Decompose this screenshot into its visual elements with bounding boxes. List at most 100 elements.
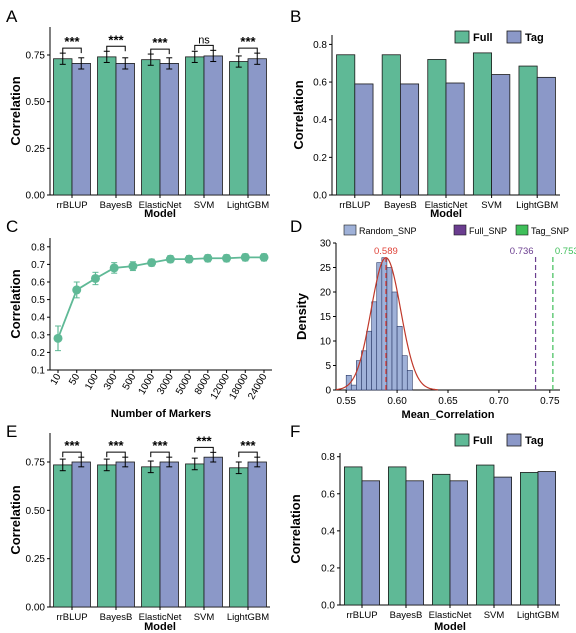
x-tick-label: 500 — [121, 372, 139, 392]
panel-label-e: E — [6, 422, 17, 441]
significance-label: *** — [240, 34, 256, 49]
significance-bracket — [238, 47, 258, 54]
y-tick-label: 0.2 — [31, 348, 45, 359]
x-tick-label: 0.65 — [438, 396, 458, 407]
series-line — [57, 256, 264, 339]
chart-root: 0.000.250.500.75***rrBLUP***BayesB***Ela… — [8, 27, 576, 633]
bar — [493, 476, 513, 606]
panel-label-f: F — [290, 422, 300, 441]
x-tick-label: rrBLUP — [339, 200, 370, 211]
y-tick-label: 0.50 — [26, 97, 46, 108]
x-tick-label: rrBLUP — [56, 200, 87, 211]
y-axis-label: Correlation — [288, 494, 303, 563]
histogram-bin — [396, 325, 403, 391]
legend-swatch — [506, 433, 522, 447]
bar — [203, 55, 223, 196]
significance-label: *** — [108, 32, 124, 47]
bar — [405, 480, 425, 606]
histogram-bin — [386, 267, 393, 391]
chart-panel-c: 0.1 0.2 0.3 0.4 0.5 0.6 0.7 0.8 10 50 100 300 500100… — [8, 238, 272, 420]
y-tick-label: 0.8 — [321, 452, 335, 463]
significance-label: *** — [240, 438, 256, 453]
bar — [247, 58, 267, 196]
significance-label: *** — [64, 438, 80, 453]
y-tick-label: 0.75 — [26, 51, 46, 62]
data-point — [90, 273, 100, 283]
significance-label: *** — [196, 433, 212, 448]
x-tick-label: 3000 — [155, 372, 176, 397]
bar — [354, 83, 374, 196]
y-tick-label: 0.4 — [31, 313, 45, 324]
bar — [399, 83, 420, 196]
y-tick-label: 20 — [320, 288, 332, 299]
bar — [381, 54, 401, 196]
significance-bracket — [150, 451, 170, 458]
bar — [343, 466, 363, 606]
x-tick-label: ElasticNet — [429, 610, 472, 621]
x-tick-label: 300 — [102, 372, 120, 392]
data-point — [184, 254, 194, 264]
chart-panel-e: 0.00 0.25 0.50 0.75 *** rrBLUP *** BayesB *** Ela… — [8, 433, 270, 633]
y-tick-label: 0.00 — [26, 191, 46, 202]
x-tick-label: LightGBM — [517, 610, 559, 621]
significance-label: *** — [152, 35, 168, 50]
x-tick-label: LightGBM — [227, 200, 269, 211]
y-tick-label: 0.8 — [31, 242, 45, 253]
bar — [203, 456, 223, 608]
x-axis-label: Model — [144, 621, 176, 633]
data-point — [147, 258, 157, 268]
x-tick-label: 0.70 — [489, 396, 509, 407]
legend-label: Tag — [525, 435, 544, 447]
histogram-bin — [376, 262, 383, 391]
significance-bracket — [62, 47, 82, 54]
y-axis-label: Correlation — [8, 76, 23, 145]
significance-label: *** — [64, 34, 80, 49]
bar — [115, 461, 135, 608]
data-point — [203, 253, 213, 263]
bar — [445, 82, 465, 196]
significance-label: *** — [152, 438, 168, 453]
x-tick-label: 0.55 — [336, 396, 356, 407]
significance-bracket — [62, 451, 82, 458]
panel-label-d: D — [290, 217, 302, 236]
bar — [537, 471, 557, 606]
histogram-bin — [371, 301, 378, 391]
x-tick-label: 100 — [83, 372, 101, 392]
y-tick-label: 5 — [325, 361, 331, 372]
data-point — [165, 254, 175, 264]
legend-label: Tag — [525, 32, 544, 44]
chart-panel-b: 0.0 0.2 0.4 0.6 0.8 rrBLUP BayesB ElasticNet SVM… — [291, 30, 560, 220]
y-tick-label: 0.5 — [31, 295, 45, 306]
legend-label: Full — [473, 435, 493, 447]
y-tick-label: 0.25 — [26, 554, 46, 565]
bar — [229, 467, 249, 608]
bar — [159, 461, 179, 608]
x-tick-label: 5000 — [174, 372, 195, 397]
x-tick-label: SVM — [484, 610, 505, 621]
data-point — [222, 253, 232, 263]
y-tick-label: 0.7 — [31, 260, 45, 271]
bar — [185, 463, 205, 608]
x-axis-label: Model — [144, 208, 176, 220]
x-tick-label: BayesB — [390, 610, 423, 621]
legend-swatch — [453, 224, 467, 236]
legend-label: Random_SNP — [359, 226, 417, 236]
y-tick-label: 25 — [320, 263, 332, 274]
y-tick-label: 0.6 — [321, 489, 335, 500]
y-tick-label: 15 — [320, 312, 332, 323]
y-tick-label: 0.0 — [321, 601, 335, 612]
bar — [141, 59, 161, 196]
y-tick-label: 0.2 — [321, 563, 335, 574]
significance-bracket — [194, 44, 214, 51]
significance-label: ns — [198, 34, 210, 46]
bar — [387, 466, 407, 606]
bar — [115, 63, 135, 196]
x-tick-label: 0.60 — [387, 396, 407, 407]
y-tick-label: 0.1 — [31, 366, 45, 377]
legend-label: Tag_SNP — [531, 226, 569, 236]
bar — [71, 63, 91, 196]
x-tick-label: rrBLUP — [346, 610, 377, 621]
panel-label-c: C — [6, 217, 18, 236]
x-tick-label: BayesB — [384, 200, 417, 211]
